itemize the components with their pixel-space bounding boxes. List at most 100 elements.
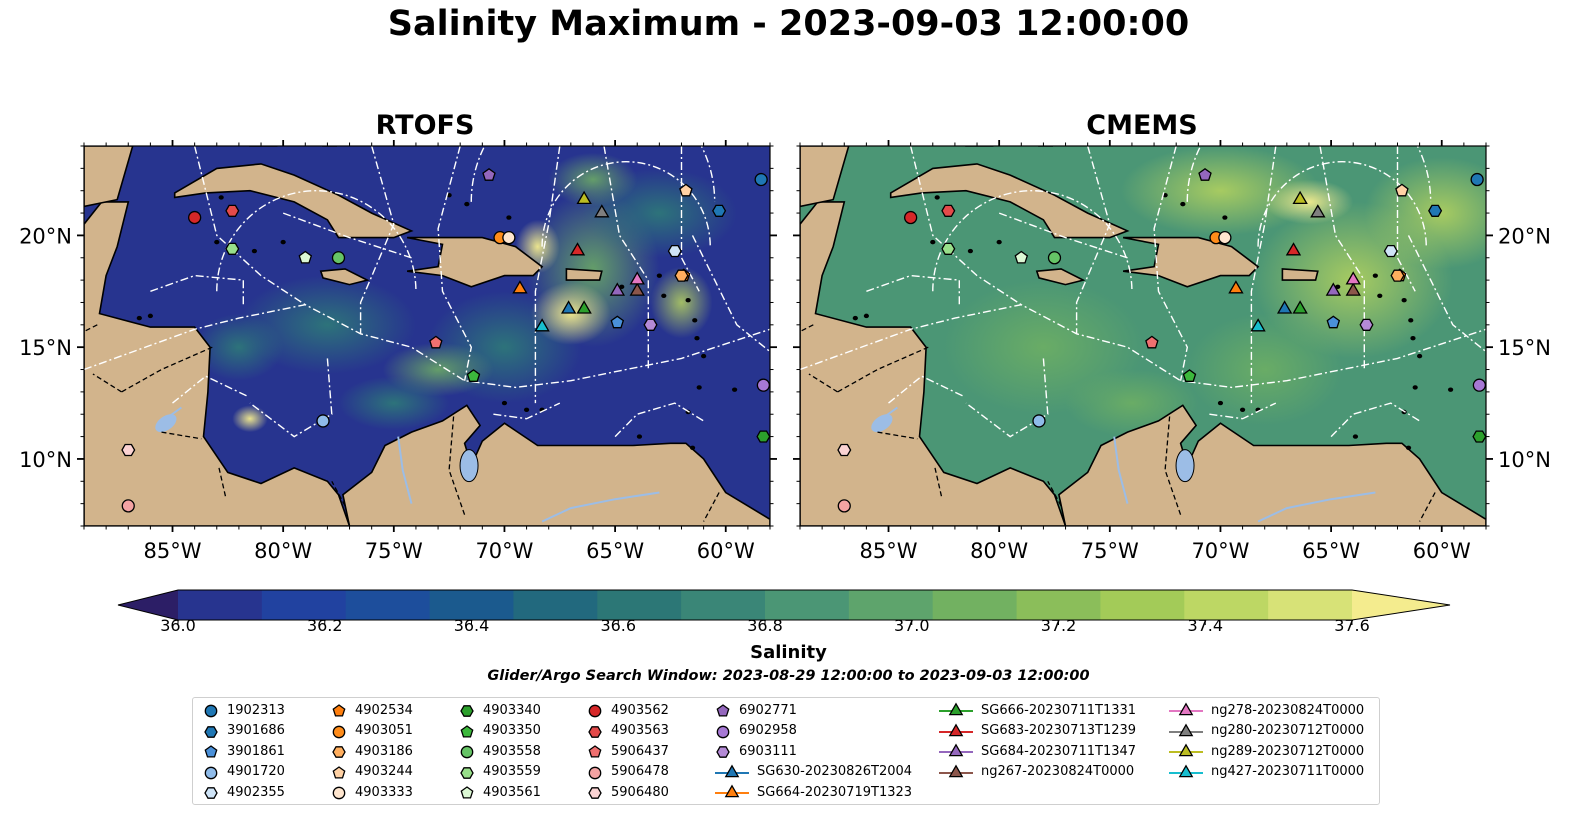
figure-title: Salinity Maximum - 2023-09-03 12:00:00	[387, 4, 1190, 44]
marker-ng280-20230712T0000	[594, 204, 610, 218]
marker-SG630-20230826T2004	[560, 300, 577, 314]
legend-item: ng267-20230824T0000	[939, 763, 1134, 781]
legend-swatch	[460, 745, 474, 759]
legend-swatch	[939, 722, 973, 736]
legend-label: 4903340	[483, 702, 541, 718]
legend-label: 5906480	[611, 784, 669, 800]
landmass	[319, 268, 370, 286]
legend-swatch	[588, 745, 602, 758]
marker-4903562	[188, 210, 202, 225]
legend-label: SG683-20230713T1239	[981, 723, 1137, 738]
legend-swatch	[204, 766, 218, 779]
legend-label: 4903186	[355, 743, 413, 759]
marker-4901720	[1032, 414, 1046, 428]
marker-ng427-20230711T0000	[534, 318, 550, 332]
legend-marker	[716, 746, 730, 758]
legend-label: SG630-20230826T2004	[757, 764, 913, 779]
legend-marker	[948, 702, 964, 716]
legend-label: ng280-20230712T0000	[1211, 723, 1365, 738]
legend-marker	[460, 724, 474, 738]
marker-SG666-20230711T1331	[576, 300, 592, 314]
marker-4903350	[1182, 369, 1197, 382]
x-tick-label: 70°W	[475, 539, 533, 563]
marker-5906437	[429, 335, 443, 349]
legend-label: 6903111	[739, 743, 797, 759]
marker-3901686	[712, 204, 727, 217]
legend-label: ng427-20230711T0000	[1211, 764, 1365, 779]
legend-label: SG664-20230719T1323	[757, 784, 913, 800]
marker-3901686	[1428, 204, 1443, 217]
legend-item: 4902355	[203, 783, 285, 801]
colorbar-tick-label: 37.4	[1187, 616, 1224, 635]
x-tick-label: 80°W	[254, 539, 312, 563]
y-tick-label: 10°N	[19, 448, 72, 472]
legend-marker	[204, 745, 218, 758]
legend-marker	[588, 745, 602, 758]
legend-label: 4903559	[483, 764, 541, 779]
legend-marker	[332, 704, 346, 717]
legend-marker	[460, 786, 474, 799]
legend-marker	[1178, 702, 1194, 716]
legend-item: 6902958	[715, 722, 797, 740]
y-tick-label: 20°N	[1498, 224, 1551, 248]
marker-ng427-20230711T0000	[1250, 318, 1266, 332]
x-tick-label: 85°W	[860, 539, 918, 563]
marker-6903111	[1359, 318, 1374, 331]
legend-item: SG664-20230719T1323	[715, 783, 912, 801]
legend-swatch	[332, 704, 346, 717]
legend-label: 5906478	[611, 764, 669, 779]
legend-marker	[716, 704, 730, 717]
legend-swatch	[715, 763, 749, 777]
legend-item: ng278-20230824T0000	[1169, 701, 1364, 719]
marker-5906437	[1145, 335, 1159, 349]
marker-4902355	[667, 244, 682, 258]
marker-4903186	[674, 269, 689, 282]
marker-ng267-20230824T0000	[629, 282, 645, 296]
legend-marker	[204, 725, 218, 738]
marker-6903111	[643, 318, 658, 331]
legend-label: ng267-20230824T0000	[981, 764, 1135, 779]
marker-5906478	[121, 499, 135, 513]
marker-4901720	[316, 414, 330, 428]
marker-3901861	[610, 315, 625, 329]
marker-SG630-20230826T2004	[1276, 300, 1293, 314]
legend-marker	[204, 787, 218, 799]
legend-label: 6902958	[739, 723, 797, 738]
marker-4903561	[298, 250, 313, 264]
colorbar-tick-label: 36.4	[453, 616, 490, 635]
legend-label: SG684-20230711T1347	[981, 743, 1137, 759]
legend-label: 3901686	[227, 723, 285, 738]
legend-marker	[724, 784, 740, 798]
legend-label: 5906437	[611, 743, 669, 759]
x-tick-label: 60°W	[1413, 539, 1471, 563]
legend-item: 4903333	[331, 783, 413, 801]
legend-label: 4903563	[611, 723, 669, 738]
legend-swatch	[716, 704, 730, 717]
landmass	[565, 268, 603, 281]
x-tick-label: 75°W	[1081, 539, 1139, 563]
colorbar-tick-label: 36.0	[160, 616, 196, 635]
legend-swatch	[204, 704, 218, 718]
legend-swatch	[460, 724, 474, 738]
rtofs-map: 85°W 80°W 75°W 70°W 65°W 60°W 20°N 15°N 10°N	[19, 140, 777, 563]
landmass	[1281, 268, 1319, 281]
legend-item: SG684-20230711T1347	[939, 742, 1136, 760]
legend-item: 6902771	[715, 701, 797, 719]
legend-item: 6903111	[715, 742, 797, 760]
legend-item: 4903561	[459, 783, 541, 801]
legend-item: ng427-20230711T0000	[1169, 763, 1364, 781]
marker-4903244	[679, 183, 693, 197]
legend-swatch	[715, 784, 749, 798]
landmass	[84, 146, 134, 208]
x-tick-label: 80°W	[970, 539, 1028, 563]
legend-item: 4902534	[331, 701, 413, 719]
marker-ng289-20230712T0000	[576, 190, 592, 205]
marker-SG683-20230713T1239	[1285, 242, 1302, 256]
legend-label: 6902771	[739, 702, 797, 718]
legend-swatch	[460, 705, 474, 717]
legend-swatch	[716, 746, 730, 758]
marker-SG664-20230719T1323	[1228, 280, 1244, 294]
legend-swatch	[588, 766, 602, 779]
legend-marker	[588, 725, 602, 738]
marker-SG684-20230711T1347	[609, 282, 626, 296]
